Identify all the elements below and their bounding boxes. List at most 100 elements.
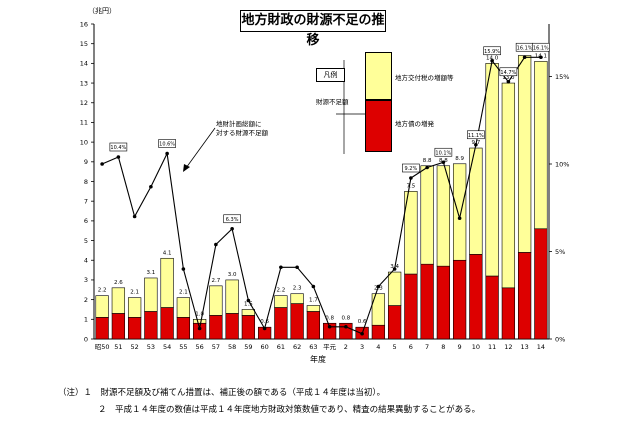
ratio-label: 9.2%: [405, 166, 418, 172]
bar-total-label: 2.2: [98, 288, 107, 294]
bar-local-bond: [404, 273, 418, 340]
chart-title: 地方財政の財源不足の推移: [240, 10, 386, 48]
ratio-label: 16.1%: [517, 45, 533, 51]
ratio-point: [165, 151, 169, 156]
note-line-1: （注）１ 財源不足額及び補てん措置は、補正後の額である（平成１４年度は当初）。: [58, 388, 386, 398]
bar-total-label: 2.2: [277, 288, 286, 294]
bar-total-label: 4.1: [163, 250, 172, 256]
bar-grant-increase: [387, 271, 402, 306]
ratio-point: [392, 267, 397, 271]
y-tick-label-left: 12: [80, 99, 88, 107]
bar-local-bond: [127, 317, 142, 340]
x-tick-label: 10: [472, 343, 480, 351]
bar-grant-increase: [452, 163, 467, 261]
bar-total-label: 1.0: [195, 311, 204, 317]
bar-local-bond: [144, 311, 158, 340]
ratio-callout: 地財計画総額に 対する財源不足額: [216, 120, 268, 138]
y-tick-label-left: 1: [84, 316, 88, 324]
x-tick-label: 11: [488, 343, 496, 351]
ratio-point: [116, 155, 121, 159]
ratio-label-box: [158, 139, 176, 148]
bar-grant-increase: [306, 305, 321, 312]
bar-total-label: 0.6: [260, 319, 269, 325]
bar-total-label: 3.1: [147, 270, 156, 276]
bar-local-bond: [371, 324, 386, 340]
x-tick-label: 12: [504, 343, 512, 351]
bar-grant-increase: [469, 147, 483, 255]
y-tick-label-left: 2: [84, 296, 88, 304]
ratio-label: 6.3%: [226, 217, 239, 223]
bar-local-bond: [274, 307, 288, 340]
y-tick-label-left: 15: [80, 40, 88, 48]
y-tick-label-left: 11: [80, 119, 88, 127]
bar-total-label: 1.5: [244, 301, 253, 307]
y-tick-label-right: 5%: [555, 248, 565, 256]
bar-grant-increase: [436, 165, 451, 267]
ratio-point: [360, 331, 364, 336]
ratio-label-box: [499, 67, 518, 77]
ratio-point: [457, 216, 462, 221]
bar-total-label: 0.8: [342, 315, 351, 321]
ratio-label: 10.1%: [435, 150, 451, 156]
ratio-point: [539, 55, 543, 60]
legend-title: 凡例: [316, 68, 345, 82]
legend-main-label: 財源不足額: [316, 98, 349, 106]
bar-grant-increase: [485, 63, 499, 277]
ratio-label: 11.1%: [468, 133, 484, 139]
y-tick-label-left: 5: [84, 237, 88, 245]
bar-grant-increase: [274, 295, 288, 308]
x-tick-label: 13: [520, 343, 528, 351]
ratio-point: [181, 267, 186, 271]
bar-local-bond: [420, 263, 434, 340]
bar-total-label: 2.6: [114, 280, 123, 286]
ratio-point: [149, 184, 153, 189]
ratio-point: [490, 58, 494, 63]
bar-grant-increase: [517, 55, 532, 253]
ratio-point: [262, 326, 267, 331]
x-tick-label: 62: [293, 343, 301, 351]
ratio-label: 10.6%: [159, 142, 175, 148]
bar-grant-increase: [225, 279, 239, 314]
bar-local-bond: [387, 305, 402, 340]
bar-total-label: 2.3: [374, 286, 383, 292]
x-tick-label: 9: [458, 343, 462, 351]
x-tick-label: 2: [344, 343, 348, 351]
bar-grant-increase: [404, 191, 418, 275]
ratio-point: [522, 55, 527, 60]
y-tick-label-left: 8: [84, 178, 88, 186]
x-tick-label: 14: [537, 343, 545, 351]
bar-local-bond: [436, 265, 451, 340]
bar-local-bond: [517, 252, 532, 340]
callout-pointer: [185, 127, 216, 169]
y-tick-label-right: 15%: [555, 73, 569, 81]
bar-grant-increase: [192, 319, 207, 324]
bar-grant-increase: [95, 295, 109, 318]
x-tick-label: 52: [130, 343, 138, 351]
y-tick-label-left: 14: [80, 60, 88, 68]
bar-grant-increase: [144, 277, 158, 312]
x-tick-label: 57: [212, 343, 220, 351]
ratio-point: [214, 242, 218, 247]
ratio-label-box: [532, 42, 550, 52]
y-tick-label-left: 9: [84, 158, 88, 166]
ratio-point: [311, 284, 316, 289]
bar-local-bond: [95, 317, 109, 340]
bar-total-label: 14.0: [486, 55, 499, 61]
ratio-point: [344, 324, 348, 329]
x-tick-label: 54: [163, 343, 171, 351]
legend-red-label: 地方債の増発: [395, 120, 434, 128]
bar-total-label: 1.7: [309, 298, 318, 304]
bar-local-bond: [241, 315, 256, 340]
y-tick-label-left: 16: [80, 20, 88, 28]
x-tick-label: 53: [147, 343, 155, 351]
x-tick-label: 60: [260, 343, 268, 351]
x-tick-label: 59: [244, 343, 252, 351]
bar-grant-increase: [371, 293, 386, 326]
ratio-label-box: [402, 163, 420, 173]
bar-local-bond: [534, 228, 548, 340]
y-tick-label-left: 13: [80, 79, 88, 87]
x-tick-label: 6: [409, 343, 413, 351]
ratio-point: [376, 284, 381, 289]
ratio-point: [506, 79, 511, 84]
